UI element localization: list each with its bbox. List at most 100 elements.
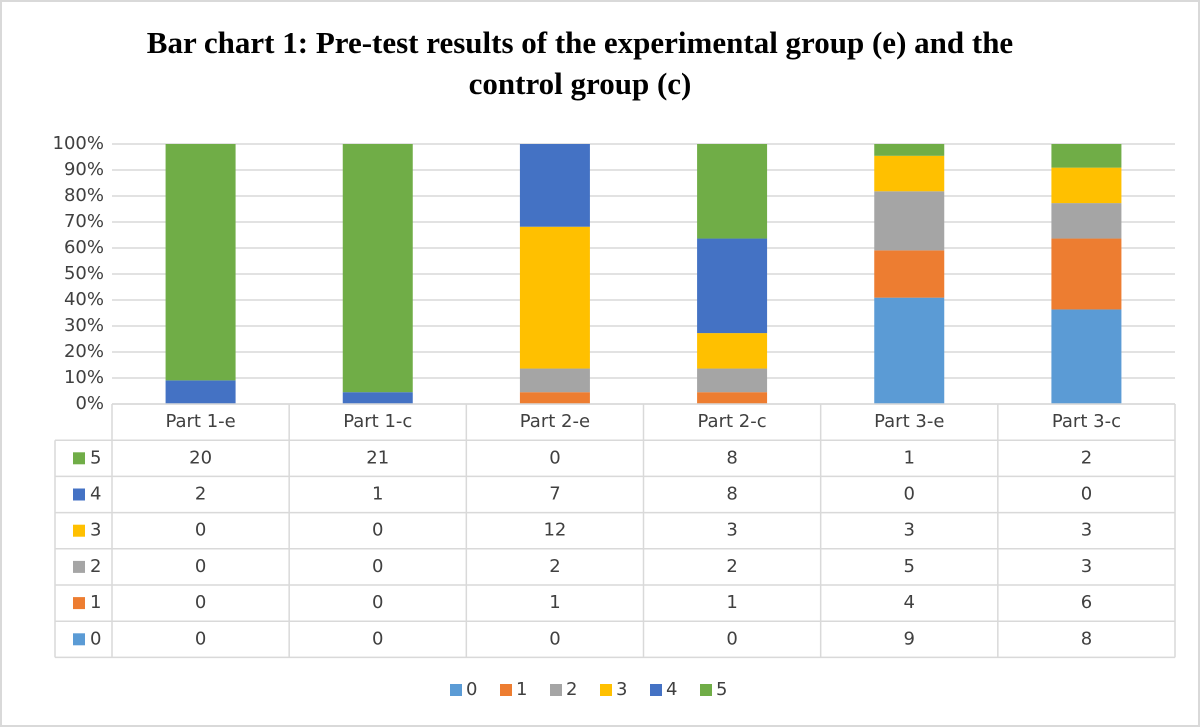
table-cell: 1 (372, 484, 383, 505)
bar (874, 144, 945, 156)
table-cell: 0 (195, 592, 206, 613)
table-cell: 9 (904, 628, 915, 649)
x-tick-label: Part 1-c (343, 411, 412, 432)
y-tick-label: 60% (64, 237, 104, 258)
table-cell: 5 (904, 556, 915, 577)
bar (697, 392, 768, 404)
bar (1051, 238, 1122, 310)
table-legend-swatch (73, 524, 85, 537)
bar (874, 155, 945, 192)
table-cell: 12 (543, 520, 566, 541)
table-cell: 0 (372, 520, 383, 541)
table-cell: 0 (195, 520, 206, 541)
bar (697, 144, 768, 239)
bar (697, 368, 768, 393)
table-cell: 8 (1081, 628, 1092, 649)
y-tick-label: 100% (53, 133, 104, 154)
bar (1051, 144, 1122, 168)
table-row-label: 1 (90, 592, 101, 613)
table-cell: 4 (904, 592, 915, 613)
table-cell: 8 (726, 484, 737, 505)
y-tick-label: 30% (64, 315, 104, 336)
bar (874, 250, 945, 298)
chart-title: Bar chart 1: Pre-test results of the exp… (146, 25, 1014, 101)
legend-label: 0 (466, 679, 477, 700)
legend-label: 5 (716, 679, 727, 700)
table-cell: 8 (726, 447, 737, 468)
table-cell: 3 (1081, 520, 1092, 541)
table-cell: 0 (195, 628, 206, 649)
table-cell: 7 (549, 484, 560, 505)
table-cell: 0 (372, 556, 383, 577)
table-cell: 3 (726, 520, 737, 541)
table-cell: 0 (372, 628, 383, 649)
table-legend-swatch (73, 633, 85, 646)
table-legend-swatch (73, 488, 85, 501)
legend-swatch (650, 684, 662, 696)
table-cell: 0 (549, 447, 560, 468)
table-cell: 1 (549, 592, 560, 613)
table-cell: 0 (549, 628, 560, 649)
table-cell: 2 (195, 484, 206, 505)
table-row-label: 4 (90, 484, 101, 505)
bar (697, 333, 768, 369)
y-tick-label: 10% (64, 367, 104, 388)
bar (874, 191, 945, 251)
y-tick-label: 80% (64, 185, 104, 206)
table-cell: 2 (1081, 447, 1092, 468)
table-cell: 2 (549, 556, 560, 577)
y-tick-label: 0% (75, 393, 104, 414)
bar (342, 392, 413, 404)
bar (519, 368, 590, 393)
legend-swatch (450, 684, 462, 696)
y-tick-label: 40% (64, 289, 104, 310)
table-cell: 0 (195, 556, 206, 577)
table-row-label: 2 (90, 556, 101, 577)
table-row-label: 0 (90, 628, 101, 649)
bar (1051, 167, 1122, 204)
table-cell: 20 (189, 447, 212, 468)
table-cell: 0 (1081, 484, 1092, 505)
x-tick-label: Part 3-c (1052, 411, 1121, 432)
x-tick-label: Part 3-e (874, 411, 944, 432)
x-tick-label: Part 1-e (165, 411, 235, 432)
bar (165, 144, 236, 381)
y-tick-label: 20% (64, 341, 104, 362)
y-tick-label: 50% (64, 263, 104, 284)
table-cell: 1 (726, 592, 737, 613)
bar (1051, 309, 1122, 404)
legend-label: 1 (516, 679, 527, 700)
legend-label: 2 (566, 679, 577, 700)
bar (519, 226, 590, 369)
bar (697, 238, 768, 334)
table-row-label: 3 (90, 520, 101, 541)
legend-swatch (550, 684, 562, 696)
legend-swatch (700, 684, 712, 696)
table-cell: 0 (904, 484, 915, 505)
table-cell: 21 (366, 447, 389, 468)
legend-label: 3 (616, 679, 627, 700)
legend-swatch (600, 684, 612, 696)
bar (1051, 203, 1122, 239)
table-row-label: 5 (90, 447, 101, 468)
table-legend-swatch (73, 452, 85, 465)
table-cell: 0 (372, 592, 383, 613)
bar (874, 297, 945, 404)
table-legend-swatch (73, 560, 85, 573)
table-cell: 3 (904, 520, 915, 541)
y-tick-label: 70% (64, 211, 104, 232)
x-tick-label: Part 2-e (520, 411, 590, 432)
y-tick-label: 90% (64, 159, 104, 180)
legend-swatch (500, 684, 512, 696)
bar (519, 144, 590, 227)
table-cell: 6 (1081, 592, 1092, 613)
table-cell: 0 (726, 628, 737, 649)
bar (519, 392, 590, 404)
table-cell: 1 (904, 447, 915, 468)
bar (342, 144, 413, 393)
table-legend-swatch (73, 597, 85, 610)
legend-label: 4 (666, 679, 677, 700)
